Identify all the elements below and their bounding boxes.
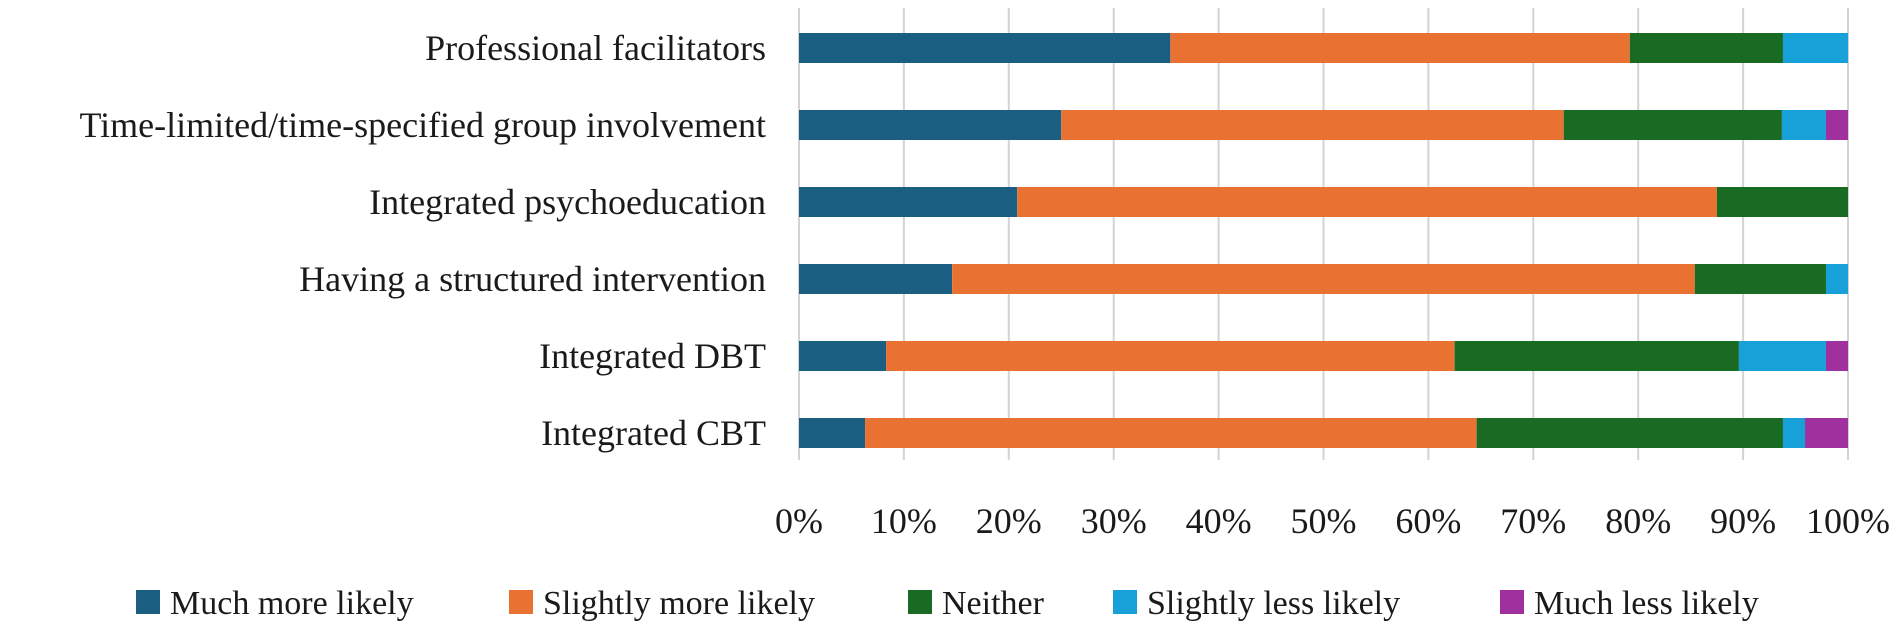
bar-segment [1804, 418, 1848, 448]
bar-segment [1825, 110, 1848, 140]
category-label: Integrated CBT [541, 413, 766, 453]
bar-segment [1454, 341, 1739, 371]
category-label: Professional facilitators [425, 28, 766, 68]
bar-segment [1170, 33, 1630, 63]
bar-segment [865, 418, 1477, 448]
legend-swatch [1500, 590, 1524, 614]
x-tick-label: 20% [976, 501, 1042, 541]
legend-label: Much more likely [170, 585, 414, 622]
category-label: Time-limited/time-specified group involv… [79, 105, 766, 145]
bar-segment [1738, 341, 1826, 371]
bar-segment [1782, 418, 1805, 448]
legend-label: Neither [942, 585, 1045, 622]
bar-segment [1629, 33, 1783, 63]
x-tick-label: 80% [1605, 501, 1671, 541]
legend-label: Much less likely [1534, 585, 1759, 622]
category-label: Integrated psychoeducation [369, 182, 766, 222]
bar-segment [1716, 187, 1848, 217]
bar-segment [799, 33, 1171, 63]
bar-segment [1017, 187, 1717, 217]
x-tick-label: 30% [1081, 501, 1147, 541]
bar-segment [1781, 110, 1826, 140]
bar-segment [1694, 264, 1826, 294]
bar-segment [1782, 33, 1848, 63]
legend: Much more likely Slightly more likely Neit… [136, 585, 1759, 622]
x-axis-ticks: 0% 10% 20% 30% 40% 50% 60% 70% 80% 90% 100% [775, 501, 1890, 541]
bar-segment [1825, 264, 1848, 294]
category-label: Having a structured intervention [299, 259, 766, 299]
x-tick-label: 100% [1806, 501, 1890, 541]
gridlines [798, 8, 1849, 460]
bar-segment [799, 264, 953, 294]
legend-swatch [908, 590, 932, 614]
bar-segment [1825, 341, 1848, 371]
x-tick-label: 60% [1395, 501, 1461, 541]
x-tick-label: 40% [1186, 501, 1252, 541]
bar-segment [799, 110, 1062, 140]
legend-label: Slightly less likely [1147, 585, 1400, 622]
bars [799, 33, 1848, 448]
x-tick-label: 50% [1291, 501, 1357, 541]
bar-segment [799, 341, 887, 371]
bar-segment [799, 187, 1018, 217]
category-label: Integrated DBT [539, 336, 766, 376]
bar-segment [799, 418, 866, 448]
legend-swatch [509, 590, 533, 614]
category-labels: Professional facilitators Time-limited/ti… [79, 28, 766, 453]
x-tick-label: 70% [1500, 501, 1566, 541]
x-tick-label: 10% [871, 501, 937, 541]
bar-segment [886, 341, 1455, 371]
legend-swatch [136, 590, 160, 614]
legend-swatch [1113, 590, 1137, 614]
x-tick-label: 0% [775, 501, 823, 541]
legend-label: Slightly more likely [543, 585, 815, 622]
bar-segment [1476, 418, 1783, 448]
bar-segment [1563, 110, 1782, 140]
bar-segment [1061, 110, 1564, 140]
x-tick-label: 90% [1710, 501, 1776, 541]
bar-segment [952, 264, 1695, 294]
